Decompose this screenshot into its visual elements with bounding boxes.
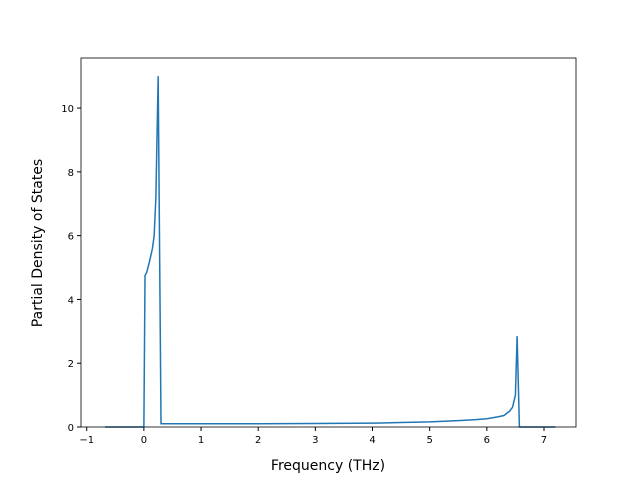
plot-frame [80, 57, 577, 428]
x-tick-label: 1 [198, 435, 204, 446]
x-axis-label: Frequency (THz) [271, 458, 385, 474]
y-tick-label: 4 [68, 295, 74, 306]
y-tick-label: 0 [68, 423, 74, 434]
y-tick-label: 8 [68, 168, 74, 179]
line [105, 76, 556, 428]
y-tick-label: 10 [61, 104, 74, 115]
y-tick-label: 6 [68, 232, 74, 243]
y-tick-label: 2 [68, 359, 74, 370]
x-tick-label: 7 [541, 435, 547, 446]
x-tick-label: 0 [141, 435, 147, 446]
y-axis-label: Partial Density of States [30, 159, 46, 327]
x-tick-label: 4 [369, 435, 375, 446]
x-tick-label: 5 [426, 435, 432, 446]
x-tick-label: 3 [312, 435, 318, 446]
x-tick-label: 2 [255, 435, 261, 446]
x-tick-label: 6 [484, 435, 490, 446]
x-tick-label: −1 [79, 435, 94, 446]
